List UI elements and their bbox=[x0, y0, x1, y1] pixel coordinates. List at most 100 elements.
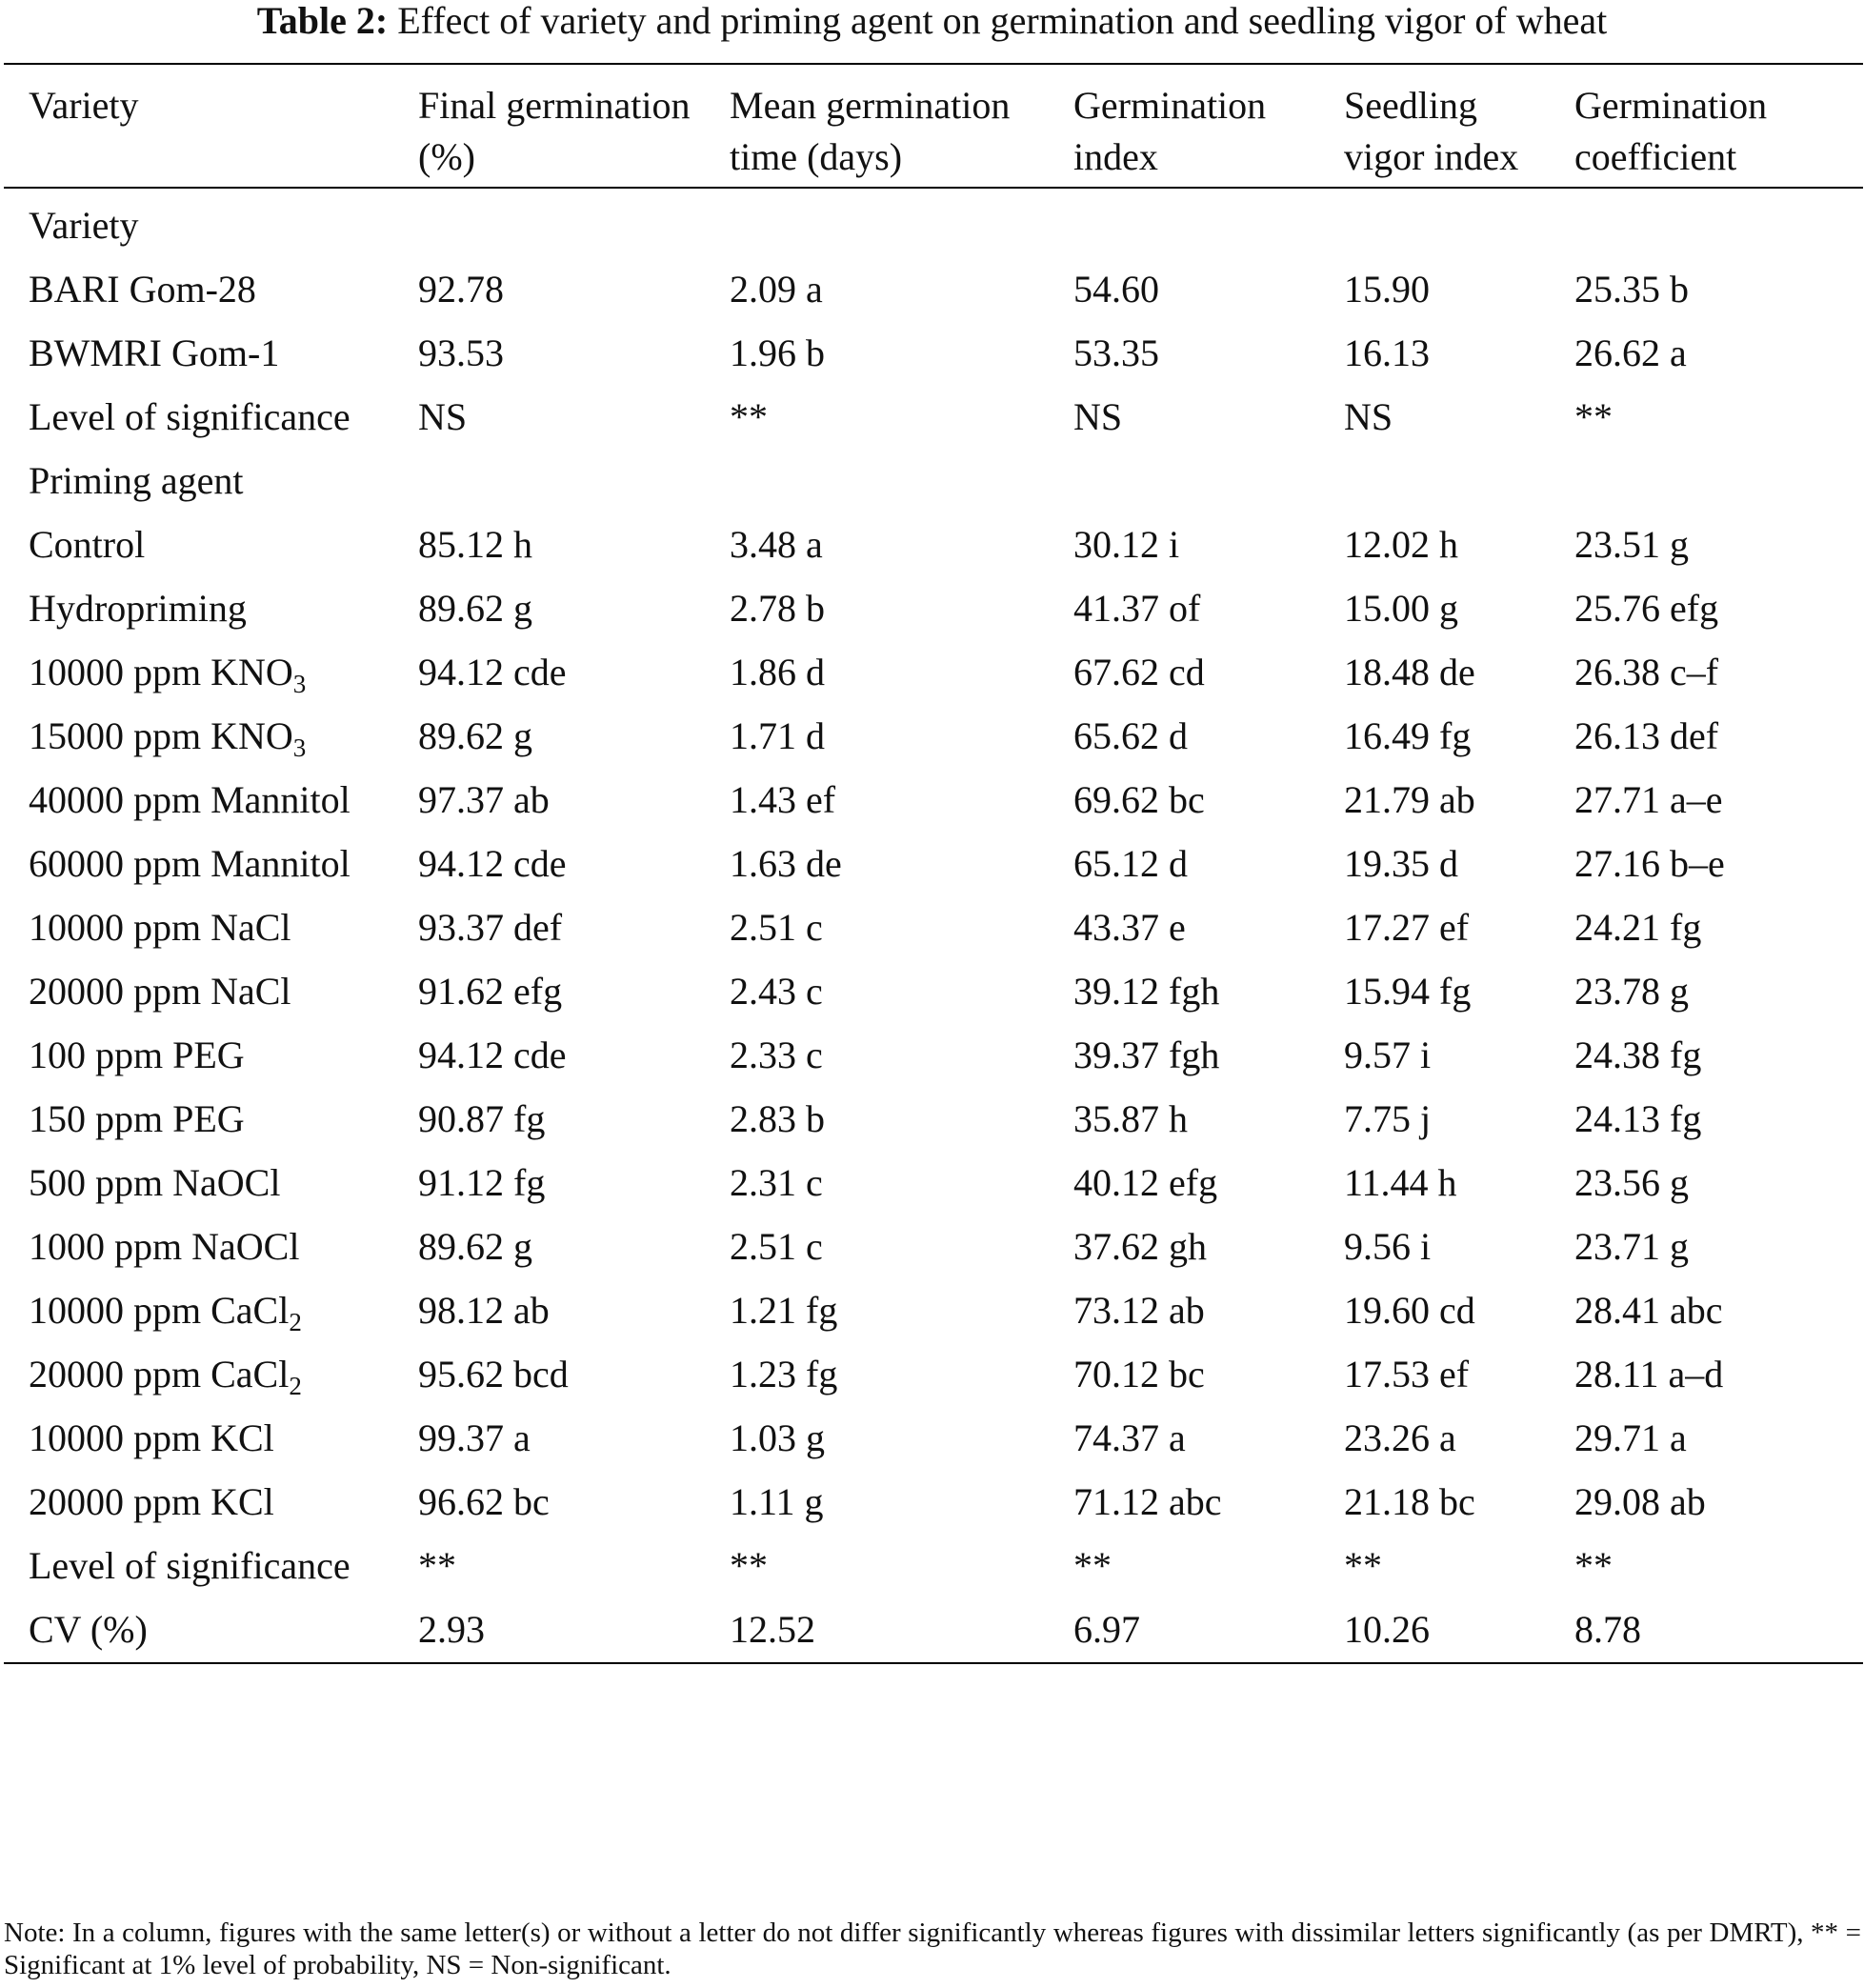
table-cell: 1.96 b bbox=[730, 331, 825, 374]
table-cell: ** bbox=[1574, 395, 1613, 438]
table-row: Hydropriming 89.62 g 2.78 b 41.37 of 15.00 g… bbox=[4, 577, 1863, 641]
table-row: 20000 ppm KCl 96.62 bc 1.11 g 71.12 abc 21.1… bbox=[4, 1471, 1863, 1535]
header-seedling-vigor-index: Seedling vigor index bbox=[1344, 84, 1519, 178]
table-row: 10000 ppm NaCl 93.37 def 2.51 c 43.37 e 17.2… bbox=[4, 896, 1863, 960]
table-cell: 1.43 ef bbox=[730, 778, 836, 821]
table-cell: 15.94 fg bbox=[1344, 970, 1472, 1013]
table-cell: 91.12 fg bbox=[418, 1161, 546, 1204]
row-label-cell: 10000 ppm NaCl bbox=[4, 896, 393, 960]
table-row: Priming agent bbox=[4, 450, 1863, 513]
table-cell bbox=[1319, 450, 1550, 513]
table-cell: 2.09 a bbox=[730, 268, 823, 311]
table-cell bbox=[393, 450, 705, 513]
table-row: 20000 ppm CaCl2 95.62 bcd 1.23 fg 70.12 bc 1… bbox=[4, 1343, 1863, 1407]
table-cell: 2.31 c bbox=[730, 1161, 823, 1204]
table-cell: 95.62 bcd bbox=[418, 1353, 569, 1396]
row-label-subscript: 2 bbox=[289, 1308, 302, 1336]
row-label-cell: Hydropriming bbox=[4, 577, 393, 641]
table-cell: 98.12 ab bbox=[418, 1289, 550, 1332]
table-cell: 41.37 of bbox=[1073, 587, 1201, 630]
row-label: Control bbox=[29, 523, 146, 566]
table-cell: 65.62 d bbox=[1073, 714, 1188, 757]
row-label-subscript: 2 bbox=[289, 1372, 302, 1400]
row-label: 10000 ppm NaCl bbox=[29, 906, 291, 949]
table-row: Level of significance ** ** ** ** ** bbox=[4, 1535, 1863, 1598]
table-cell: 2.93 bbox=[418, 1608, 485, 1651]
data-table: Variety Final germination (%) Mean germi… bbox=[4, 63, 1863, 1664]
table-row: CV (%) 2.93 12.52 6.97 10.26 8.78 bbox=[4, 1598, 1863, 1663]
header-mean-germination-time: Mean germination time (days) bbox=[730, 84, 1011, 178]
table-cell: ** bbox=[418, 1544, 456, 1587]
table-cell: 85.12 h bbox=[418, 523, 532, 566]
table-cell: 35.87 h bbox=[1073, 1097, 1188, 1140]
table-cell: 94.12 cde bbox=[418, 842, 567, 885]
row-label-cell: Variety bbox=[4, 188, 393, 258]
table-cell: NS bbox=[418, 395, 468, 438]
row-label-cell: BWMRI Gom-1 bbox=[4, 322, 393, 386]
row-label-cell: 10000 ppm KCl bbox=[4, 1407, 393, 1471]
table-cell: 39.37 fgh bbox=[1073, 1034, 1220, 1076]
table-cell: 39.12 fgh bbox=[1073, 970, 1220, 1013]
row-label: 100 ppm PEG bbox=[29, 1034, 245, 1076]
table-row: BARI Gom-28 92.78 2.09 a 54.60 15.90 25.35 b bbox=[4, 258, 1863, 322]
table-cell: 26.38 c–f bbox=[1574, 651, 1719, 693]
table-cell: 89.62 g bbox=[418, 714, 532, 757]
table-cell: 26.13 def bbox=[1574, 714, 1719, 757]
table-note: Note: In a column, figures with the same… bbox=[4, 1918, 1861, 1980]
table-cell: 29.08 ab bbox=[1574, 1480, 1706, 1523]
table-cell: 23.51 g bbox=[1574, 523, 1689, 566]
row-label: 15000 ppm KNO bbox=[29, 714, 293, 757]
row-label-cell: 10000 ppm CaCl2 bbox=[4, 1279, 393, 1343]
row-label: Level of significance bbox=[29, 1544, 351, 1587]
table-cell: 1.03 g bbox=[730, 1416, 825, 1459]
table-cell: 9.57 i bbox=[1344, 1034, 1432, 1076]
table-cell: 15.00 g bbox=[1344, 587, 1458, 630]
row-label-cell: Control bbox=[4, 513, 393, 577]
table-cell: 1.11 g bbox=[730, 1480, 824, 1523]
table-cell: 2.43 c bbox=[730, 970, 823, 1013]
table-cell: 92.78 bbox=[418, 268, 504, 311]
table-cell: 23.78 g bbox=[1574, 970, 1689, 1013]
table-cell: 69.62 bc bbox=[1073, 778, 1205, 821]
table-cell: 28.41 abc bbox=[1574, 1289, 1723, 1332]
table-row: 15000 ppm KNO3 89.62 g 1.71 d 65.62 d 16.49 … bbox=[4, 705, 1863, 769]
table-cell: NS bbox=[1344, 395, 1393, 438]
table-cell: 73.12 ab bbox=[1073, 1289, 1205, 1332]
table-cell: 25.76 efg bbox=[1574, 587, 1719, 630]
row-label: 10000 ppm KNO bbox=[29, 651, 293, 693]
row-label: 20000 ppm CaCl bbox=[29, 1353, 290, 1396]
table-row: Control 85.12 h 3.48 a 30.12 i 12.02 h 23.51 … bbox=[4, 513, 1863, 577]
table-cell: 17.53 ef bbox=[1344, 1353, 1470, 1396]
table-cell: ** bbox=[1344, 1544, 1382, 1587]
table-cell: 9.56 i bbox=[1344, 1225, 1432, 1268]
table-cell: 24.13 fg bbox=[1574, 1097, 1702, 1140]
table-row: 1000 ppm NaOCl 89.62 g 2.51 c 37.62 gh 9.56 … bbox=[4, 1215, 1863, 1279]
row-label-cell: BARI Gom-28 bbox=[4, 258, 393, 322]
table-cell: 94.12 cde bbox=[418, 1034, 567, 1076]
table-cell: 16.13 bbox=[1344, 331, 1430, 374]
table-cell: ** bbox=[1073, 1544, 1112, 1587]
table-cell: 15.90 bbox=[1344, 268, 1430, 311]
table-cell: ** bbox=[730, 395, 768, 438]
row-label: 60000 ppm Mannitol bbox=[29, 842, 351, 885]
table-row: 10000 ppm KCl 99.37 a 1.03 g 74.37 a 23.26 a… bbox=[4, 1407, 1863, 1471]
row-label: 20000 ppm NaCl bbox=[29, 970, 291, 1013]
table-cell: 94.12 cde bbox=[418, 651, 567, 693]
row-label-cell: CV (%) bbox=[4, 1598, 393, 1663]
table-cell: 19.35 d bbox=[1344, 842, 1458, 885]
row-label-cell: 10000 ppm KNO3 bbox=[4, 641, 393, 705]
table-cell: 2.51 c bbox=[730, 906, 823, 949]
table-cell: 12.52 bbox=[730, 1608, 815, 1651]
table-row: 40000 ppm Mannitol 97.37 ab 1.43 ef 69.62 b… bbox=[4, 769, 1863, 833]
header-final-germination: Final germination (%) bbox=[418, 84, 691, 178]
row-label: Priming agent bbox=[29, 459, 244, 502]
row-label-cell: Priming agent bbox=[4, 450, 393, 513]
table-cell: 96.62 bc bbox=[418, 1480, 550, 1523]
table-row: 20000 ppm NaCl 91.62 efg 2.43 c 39.12 fgh 15… bbox=[4, 960, 1863, 1024]
row-label-cell: 500 ppm NaOCl bbox=[4, 1152, 393, 1215]
table-cell: 1.71 d bbox=[730, 714, 825, 757]
table-cell: 90.87 fg bbox=[418, 1097, 546, 1140]
table-cell: 2.51 c bbox=[730, 1225, 823, 1268]
table-row: 100 ppm PEG 94.12 cde 2.33 c 39.37 fgh 9.57 … bbox=[4, 1024, 1863, 1088]
row-label: 1000 ppm NaOCl bbox=[29, 1225, 300, 1268]
